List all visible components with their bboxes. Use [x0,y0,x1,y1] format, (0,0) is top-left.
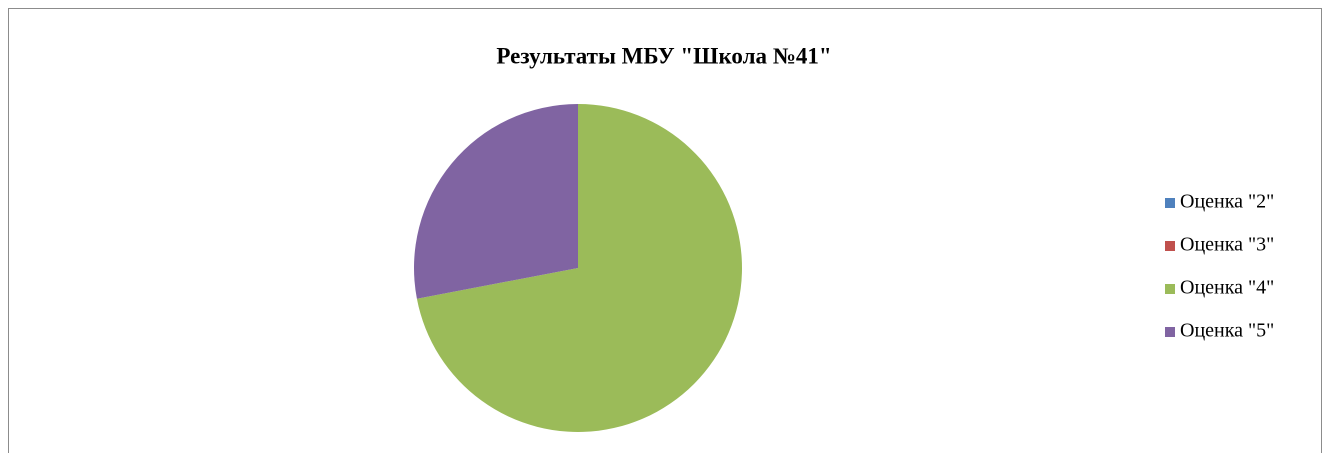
legend-swatch [1165,327,1175,337]
legend-label: Оценка "4" [1180,277,1274,299]
legend-label: Оценка "3" [1180,234,1274,256]
pie-slice [416,104,742,432]
pie-slice [413,104,578,299]
legend-swatch [1165,241,1175,251]
chart-title: Результаты МБУ "Школа №41" [496,43,831,68]
legend-swatch [1165,284,1175,294]
legend-label: Оценка "5" [1180,320,1274,342]
legend-swatch [1165,198,1175,208]
legend-label: Оценка "2" [1180,191,1274,213]
